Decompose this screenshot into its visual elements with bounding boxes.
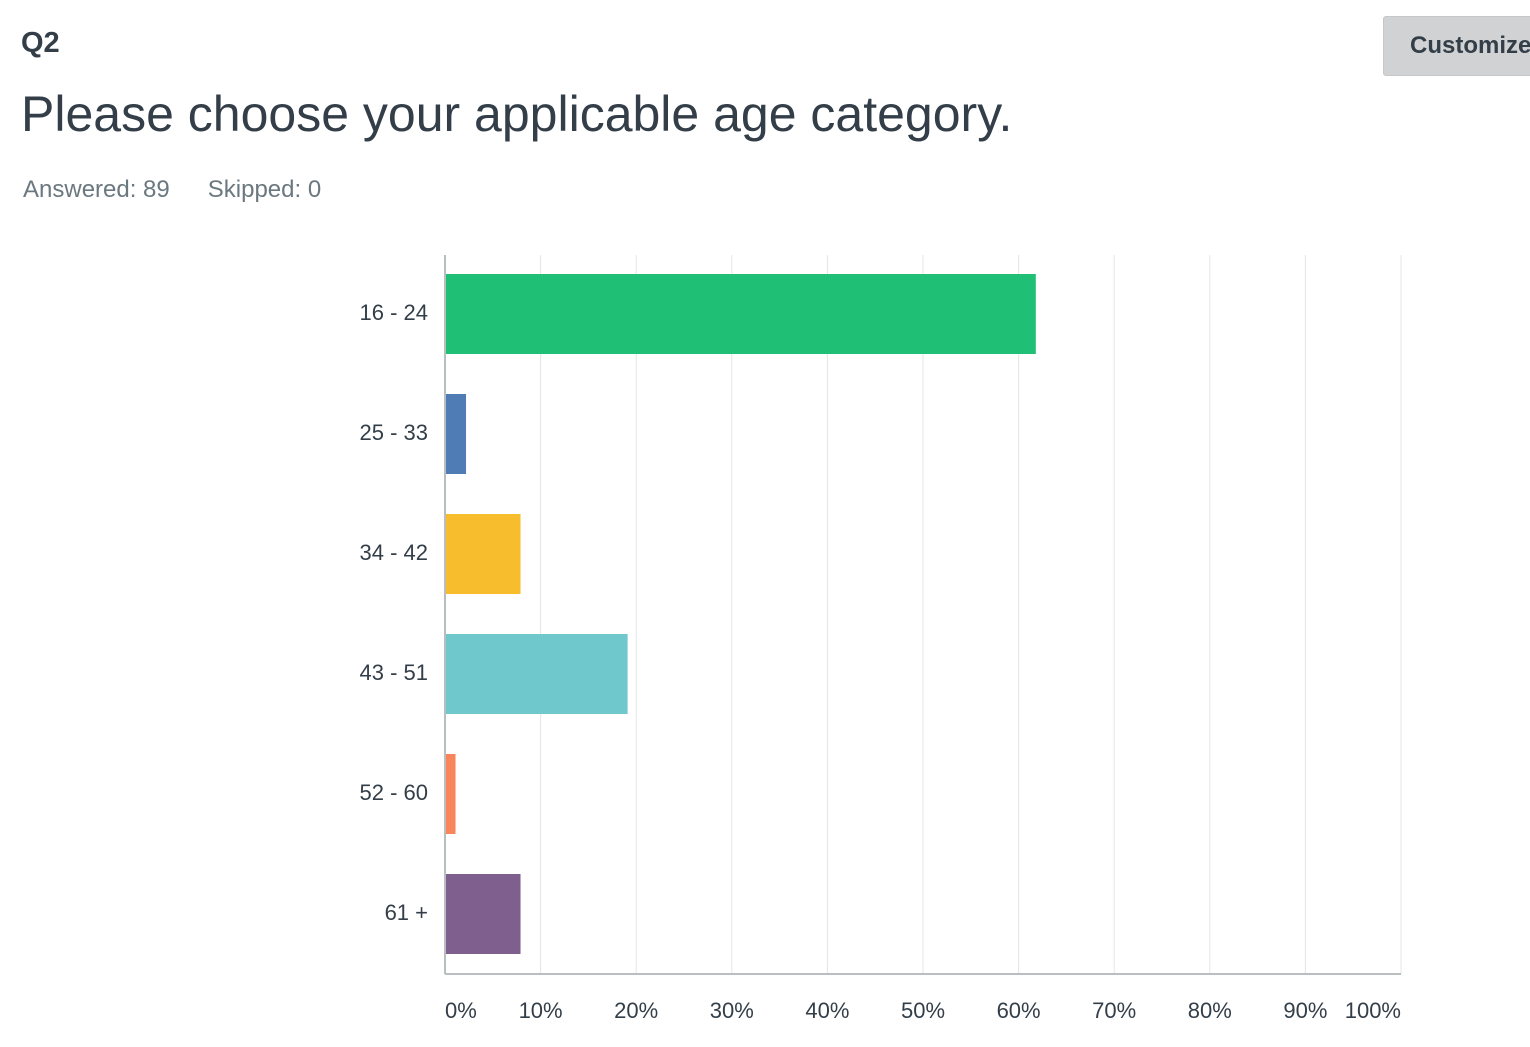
x-tick-label-20: 20% — [614, 998, 658, 1023]
customize-button[interactable]: Customize — [1383, 16, 1530, 76]
x-tick-label-100: 100% — [1345, 998, 1401, 1023]
category-label-1: 16 - 24 — [360, 300, 429, 325]
response-stats: Answered: 89 Skipped: 0 — [23, 176, 321, 204]
category-label-6: 61 + — [385, 900, 428, 925]
x-tick-label-80: 80% — [1188, 998, 1232, 1023]
category-label-3: 34 - 42 — [360, 540, 429, 565]
x-tick-label-40: 40% — [805, 998, 849, 1023]
bar-3 — [446, 514, 521, 594]
answered-count: Answered: 89 — [23, 176, 170, 203]
x-tick-label-60: 60% — [997, 998, 1041, 1023]
x-tick-label-70: 70% — [1092, 998, 1136, 1023]
bar-1 — [446, 274, 1036, 354]
bar-2 — [446, 394, 467, 474]
x-tick-label-0: 0% — [445, 998, 477, 1023]
x-tick-label-10: 10% — [519, 998, 563, 1023]
bar-5 — [446, 754, 456, 834]
category-label-2: 25 - 33 — [360, 420, 429, 445]
question-number: Q2 — [21, 27, 60, 59]
x-tick-label-30: 30% — [710, 998, 754, 1023]
x-tick-label-90: 90% — [1283, 998, 1327, 1023]
skipped-count: Skipped: 0 — [207, 176, 322, 203]
bar-4 — [446, 634, 628, 714]
question-title: Please choose your applicable age catego… — [21, 86, 1013, 142]
x-tick-label-50: 50% — [901, 998, 945, 1023]
category-label-4: 43 - 51 — [360, 660, 429, 685]
category-label-5: 52 - 60 — [360, 780, 429, 805]
bar-6 — [446, 874, 521, 954]
